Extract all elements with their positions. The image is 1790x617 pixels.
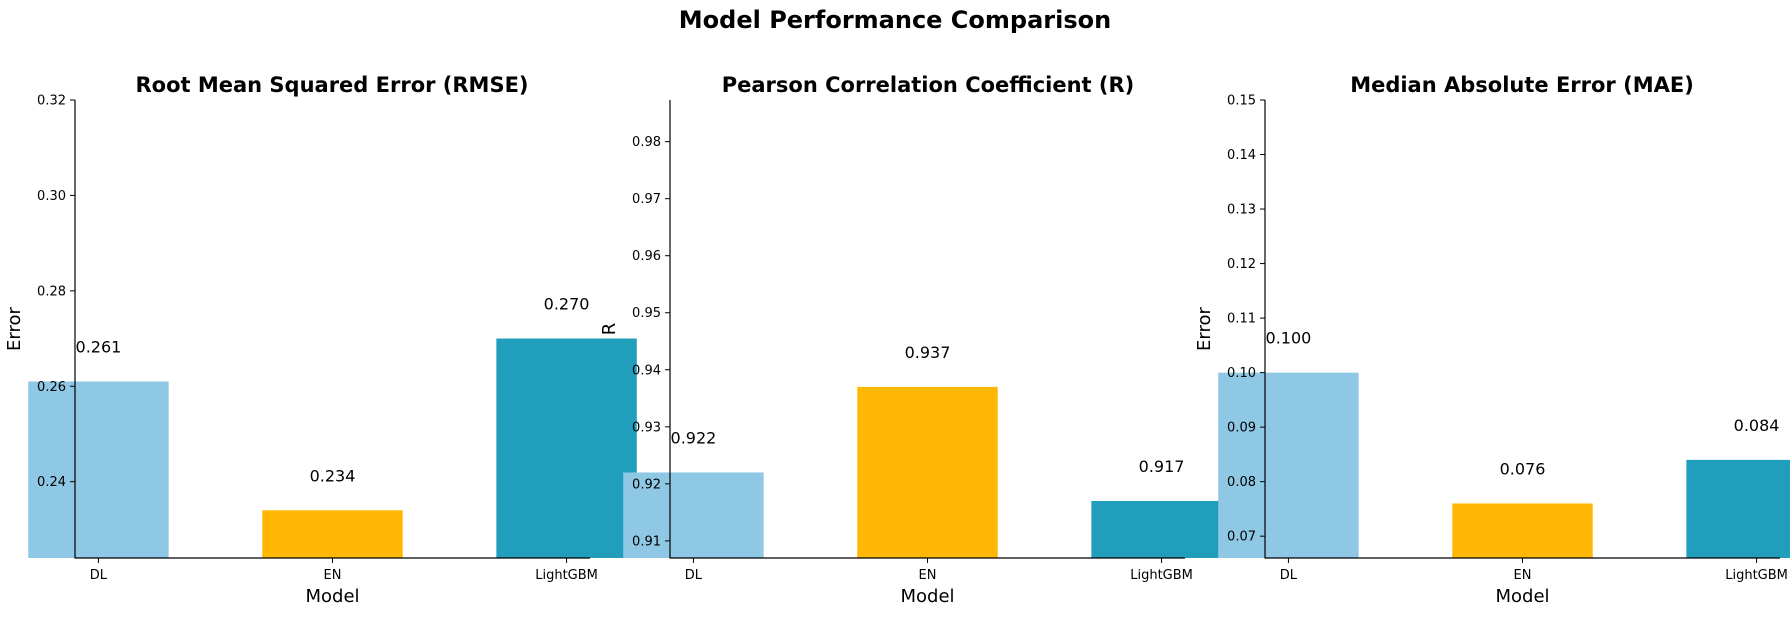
y-axis-label: Error bbox=[4, 306, 25, 350]
y-tick-label: 0.07 bbox=[1227, 530, 1256, 545]
data-label: 0.100 bbox=[1266, 329, 1312, 348]
bar-lightgbm bbox=[1091, 500, 1232, 558]
x-axis-label: Model bbox=[305, 586, 359, 607]
x-tick-label: LightGBM bbox=[1725, 568, 1788, 583]
y-tick-label: 0.32 bbox=[37, 94, 66, 109]
y-axis-label: R bbox=[599, 323, 620, 336]
y-tick-label: 0.98 bbox=[632, 135, 661, 150]
y-tick-label: 0.92 bbox=[632, 477, 661, 492]
x-tick-label: EN bbox=[324, 568, 342, 583]
y-tick-label: 0.13 bbox=[1227, 203, 1256, 218]
data-label: 0.261 bbox=[76, 337, 122, 356]
y-tick-label: 0.14 bbox=[1227, 148, 1256, 163]
y-tick-label: 0.96 bbox=[632, 249, 661, 264]
bar-dl bbox=[1218, 372, 1359, 558]
data-label: 0.234 bbox=[310, 466, 356, 485]
data-label: 0.937 bbox=[905, 343, 951, 362]
bar-lightgbm bbox=[496, 338, 637, 558]
x-tick-label: LightGBM bbox=[1130, 568, 1193, 583]
x-tick-label: EN bbox=[1514, 568, 1532, 583]
y-tick-label: 0.26 bbox=[37, 380, 66, 395]
bar-en bbox=[857, 386, 998, 558]
x-tick-label: DL bbox=[90, 568, 108, 583]
y-tick-label: 0.93 bbox=[632, 420, 661, 435]
y-tick-label: 0.95 bbox=[632, 306, 661, 321]
y-tick-label: 0.11 bbox=[1227, 312, 1256, 327]
y-axis-label: Error bbox=[1194, 306, 1215, 350]
bar-dl bbox=[28, 381, 169, 558]
y-tick-label: 0.97 bbox=[632, 192, 661, 207]
data-label: 0.270 bbox=[544, 295, 590, 314]
x-tick-label: DL bbox=[685, 568, 703, 583]
panel-title: Median Absolute Error (MAE) bbox=[1350, 73, 1694, 97]
y-tick-label: 0.09 bbox=[1227, 421, 1256, 436]
y-tick-label: 0.28 bbox=[37, 284, 66, 299]
data-label: 0.922 bbox=[671, 428, 717, 447]
y-tick-label: 0.10 bbox=[1227, 366, 1256, 381]
bar-lightgbm bbox=[1686, 459, 1790, 558]
y-tick-label: 0.15 bbox=[1227, 94, 1256, 109]
data-label: 0.084 bbox=[1734, 416, 1780, 435]
y-tick-label: 0.30 bbox=[37, 189, 66, 204]
data-label: 0.076 bbox=[1500, 459, 1546, 478]
y-tick-label: 0.12 bbox=[1227, 257, 1256, 272]
y-tick-label: 0.08 bbox=[1227, 475, 1256, 490]
bar-en bbox=[1452, 503, 1593, 558]
x-axis-label: Model bbox=[900, 586, 954, 607]
data-label: 0.917 bbox=[1139, 457, 1185, 476]
panel-title: Root Mean Squared Error (RMSE) bbox=[135, 73, 528, 97]
x-axis-label: Model bbox=[1495, 586, 1549, 607]
x-tick-label: LightGBM bbox=[535, 568, 598, 583]
panel-title: Pearson Correlation Coefficient (R) bbox=[722, 73, 1135, 97]
figure-title: Model Performance Comparison bbox=[678, 6, 1112, 34]
bar-en bbox=[262, 510, 403, 558]
y-tick-label: 0.91 bbox=[632, 534, 661, 549]
x-tick-label: EN bbox=[919, 568, 937, 583]
x-tick-label: DL bbox=[1280, 568, 1298, 583]
y-tick-label: 0.94 bbox=[632, 363, 661, 378]
bar-dl bbox=[623, 472, 764, 558]
y-tick-label: 0.24 bbox=[37, 475, 66, 490]
